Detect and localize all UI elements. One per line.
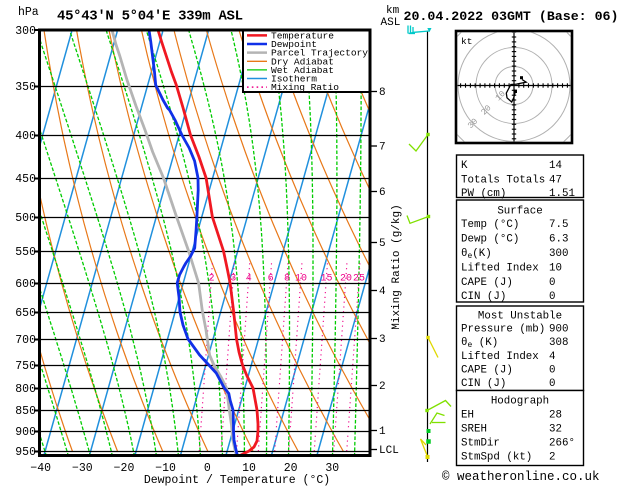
svg-text:Hodograph: Hodograph [491, 396, 549, 408]
svg-text:20: 20 [284, 462, 298, 475]
svg-text:−20: −20 [114, 462, 135, 475]
svg-text:Isotherm: Isotherm [271, 74, 317, 85]
svg-text:28: 28 [549, 410, 562, 422]
svg-text:32: 32 [549, 424, 562, 436]
svg-text:0: 0 [549, 277, 555, 289]
svg-text:10: 10 [242, 462, 256, 475]
svg-text:Dry Adiabat: Dry Adiabat [271, 56, 334, 67]
svg-text:Most Unstable: Most Unstable [478, 311, 562, 323]
svg-text:20.04.2022 03GMT (Base: 06): 20.04.2022 03GMT (Base: 06) [404, 9, 619, 24]
svg-text:450: 450 [15, 173, 36, 186]
svg-text:Parcel Trajectory: Parcel Trajectory [271, 48, 368, 59]
svg-text:−10: −10 [155, 462, 176, 475]
svg-text:0: 0 [549, 378, 555, 390]
svg-text:0: 0 [549, 365, 555, 377]
svg-text:300: 300 [549, 248, 568, 260]
svg-text:850: 850 [15, 405, 36, 418]
svg-text:550: 550 [15, 246, 36, 259]
svg-text:4: 4 [549, 351, 555, 363]
svg-text:5: 5 [379, 238, 386, 250]
svg-text:500: 500 [15, 212, 36, 225]
svg-text:266°: 266° [549, 438, 575, 450]
svg-text:300: 300 [15, 25, 36, 38]
svg-text:K: K [461, 160, 468, 172]
svg-text:0: 0 [549, 291, 555, 303]
svg-text:2: 2 [208, 274, 214, 285]
svg-text:km: km [386, 5, 400, 17]
svg-text:10: 10 [549, 263, 562, 275]
svg-text:47: 47 [549, 175, 562, 187]
svg-text:8: 8 [284, 274, 290, 285]
svg-text:1.51: 1.51 [549, 188, 575, 200]
svg-text:CIN (J): CIN (J) [461, 378, 506, 390]
svg-text:Surface: Surface [497, 206, 542, 218]
svg-text:Lifted Index: Lifted Index [461, 263, 539, 275]
svg-text:Temp (°C): Temp (°C) [461, 219, 519, 231]
svg-text:Dewpoint / Temperature (°C): Dewpoint / Temperature (°C) [144, 474, 330, 486]
svg-text:7: 7 [379, 142, 386, 154]
svg-text:6.3: 6.3 [549, 234, 568, 246]
svg-text:950: 950 [15, 446, 36, 459]
svg-text:θe(K): θe(K) [461, 248, 492, 261]
svg-text:Wet Adiabat: Wet Adiabat [271, 65, 334, 76]
svg-text:Mixing Ratio: Mixing Ratio [271, 82, 339, 93]
svg-text:−40: −40 [30, 462, 51, 475]
svg-text:650: 650 [15, 307, 36, 320]
svg-text:ASL: ASL [381, 17, 401, 29]
svg-text:45°43'N 5°04'E 339m ASL: 45°43'N 5°04'E 339m ASL [57, 9, 243, 25]
svg-text:CAPE (J): CAPE (J) [461, 277, 513, 289]
svg-text:600: 600 [15, 278, 36, 291]
svg-text:900: 900 [15, 426, 36, 439]
svg-text:900: 900 [549, 324, 568, 336]
svg-text:© weatheronline.co.uk: © weatheronline.co.uk [442, 470, 600, 484]
svg-text:EH: EH [461, 410, 474, 422]
svg-text:PW (cm): PW (cm) [461, 188, 506, 200]
svg-text:2: 2 [549, 452, 555, 464]
svg-text:kt: kt [461, 36, 472, 47]
svg-text:8: 8 [379, 87, 386, 99]
svg-text:StmDir: StmDir [461, 438, 500, 450]
svg-text:hPa: hPa [18, 6, 39, 19]
svg-text:400: 400 [15, 130, 36, 143]
svg-text:Temperature: Temperature [271, 31, 334, 42]
svg-text:25: 25 [353, 274, 365, 285]
svg-text:4: 4 [246, 274, 252, 285]
svg-text:10: 10 [295, 274, 307, 285]
svg-text:800: 800 [15, 383, 36, 396]
svg-text:−30: −30 [72, 462, 93, 475]
svg-text:3: 3 [379, 334, 386, 346]
svg-text:Lifted Index: Lifted Index [461, 351, 539, 363]
svg-text:θe (K): θe (K) [461, 337, 498, 350]
svg-text:Dewpoint: Dewpoint [271, 39, 317, 50]
svg-text:3: 3 [230, 274, 236, 285]
svg-text:308: 308 [549, 337, 568, 349]
svg-text:7.5: 7.5 [549, 219, 568, 231]
svg-text:1: 1 [379, 426, 386, 438]
svg-text:6: 6 [268, 274, 274, 285]
svg-text:CAPE (J): CAPE (J) [461, 365, 513, 377]
svg-text:4: 4 [379, 286, 386, 298]
svg-text:700: 700 [15, 334, 36, 347]
svg-text:350: 350 [15, 81, 36, 94]
svg-text:LCL: LCL [379, 445, 399, 457]
svg-text:CIN (J): CIN (J) [461, 291, 506, 303]
svg-text:StmSpd (kt): StmSpd (kt) [461, 452, 532, 464]
svg-text:750: 750 [15, 360, 36, 373]
svg-text:2: 2 [379, 381, 386, 393]
svg-text:0: 0 [204, 462, 211, 475]
svg-text:Totals Totals: Totals Totals [461, 175, 545, 187]
svg-text:20: 20 [340, 274, 352, 285]
svg-text:14: 14 [549, 160, 562, 172]
svg-text:SREH: SREH [461, 424, 487, 436]
svg-text:15: 15 [320, 274, 332, 285]
svg-text:6: 6 [379, 187, 386, 199]
svg-text:Mixing Ratio (g/kg): Mixing Ratio (g/kg) [391, 204, 403, 329]
svg-text:Dewp (°C): Dewp (°C) [461, 234, 519, 246]
svg-text:30: 30 [325, 462, 339, 475]
svg-text:Pressure (mb): Pressure (mb) [461, 324, 545, 336]
